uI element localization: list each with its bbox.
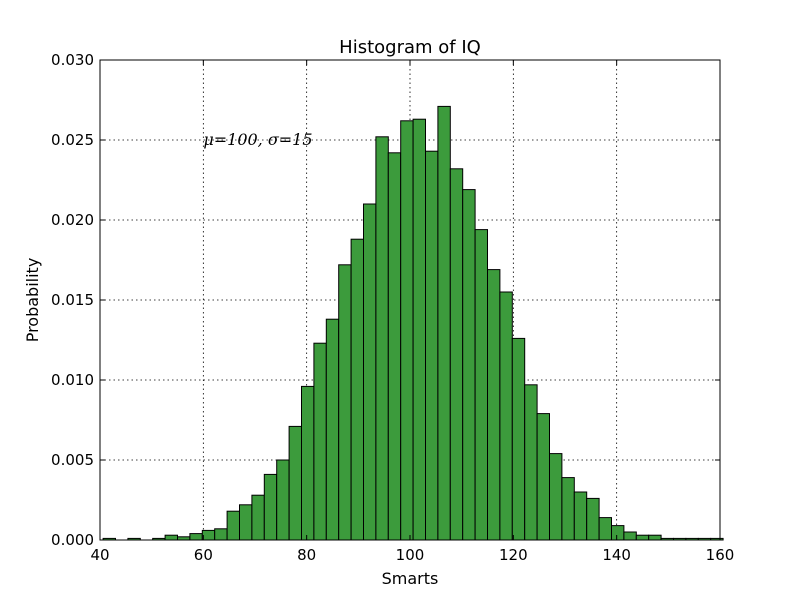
histogram-bar xyxy=(462,189,476,541)
histogram-bar xyxy=(313,342,327,541)
histogram-bar xyxy=(437,105,451,541)
x-tick-label: 160 xyxy=(706,546,735,564)
x-tick-label: 140 xyxy=(602,546,631,564)
histogram-bar xyxy=(573,491,588,541)
histogram-bar xyxy=(189,533,203,541)
y-tick-label: 0.020 xyxy=(51,211,94,229)
histogram-bar xyxy=(325,318,340,541)
y-tick-label: 0.010 xyxy=(51,371,94,389)
x-tick-label: 100 xyxy=(396,546,425,564)
histogram-bar xyxy=(226,510,241,541)
x-axis-label: Smarts xyxy=(382,569,439,588)
histogram-bar xyxy=(449,168,464,541)
histogram-bar xyxy=(214,528,228,541)
histogram-bar xyxy=(487,269,501,541)
histogram-bar xyxy=(201,529,216,541)
histogram-bar xyxy=(288,425,303,541)
x-tick-label: 40 xyxy=(90,546,109,564)
histogram-bar xyxy=(375,136,389,541)
histogram-bar xyxy=(251,494,265,541)
y-tick-label: 0.000 xyxy=(51,531,94,549)
histogram-bar xyxy=(400,120,414,541)
y-tick-label: 0.005 xyxy=(51,451,94,469)
histogram-bar xyxy=(363,203,377,541)
histogram-bar xyxy=(549,453,563,541)
histogram-bar xyxy=(648,534,662,541)
histogram-bar xyxy=(425,150,439,541)
y-tick-label: 0.025 xyxy=(51,131,94,149)
y-tick-label: 0.030 xyxy=(51,51,94,69)
histogram-bar xyxy=(623,531,637,541)
histogram-bar xyxy=(586,497,600,541)
histogram-bar xyxy=(499,291,513,541)
histogram-bar xyxy=(635,534,650,541)
x-axis-ticks: 40 60 80 100 120 140 160 xyxy=(90,60,734,564)
histogram-bar xyxy=(536,413,550,541)
histogram-bar xyxy=(350,238,365,541)
histogram-bar xyxy=(338,264,352,541)
x-tick-label: 120 xyxy=(499,546,528,564)
histogram-bar xyxy=(276,459,290,541)
chart-title: Histogram of IQ xyxy=(339,37,481,58)
histogram-bar xyxy=(263,473,278,541)
histogram-bar xyxy=(511,337,526,541)
x-tick-label: 60 xyxy=(194,546,213,564)
histogram-bar xyxy=(561,477,575,541)
y-axis-label: Probability xyxy=(23,258,42,343)
histogram-bar xyxy=(611,525,625,541)
x-tick-label: 80 xyxy=(297,546,316,564)
histogram-bar xyxy=(412,118,427,541)
histogram-bars xyxy=(102,105,724,541)
distribution-annotation: μ=100, σ=15 xyxy=(203,130,312,149)
histogram-bar xyxy=(474,229,489,541)
y-tick-label: 0.015 xyxy=(51,291,94,309)
histogram-bar xyxy=(239,504,253,541)
y-axis-ticks: 0.000 0.005 0.010 0.015 0.020 0.025 0.030 xyxy=(51,51,720,549)
histogram-bar xyxy=(164,534,179,541)
histogram-bar xyxy=(524,384,538,541)
histogram-bar xyxy=(301,385,315,541)
histogram-bar xyxy=(598,517,612,541)
histogram-bar xyxy=(387,152,402,541)
